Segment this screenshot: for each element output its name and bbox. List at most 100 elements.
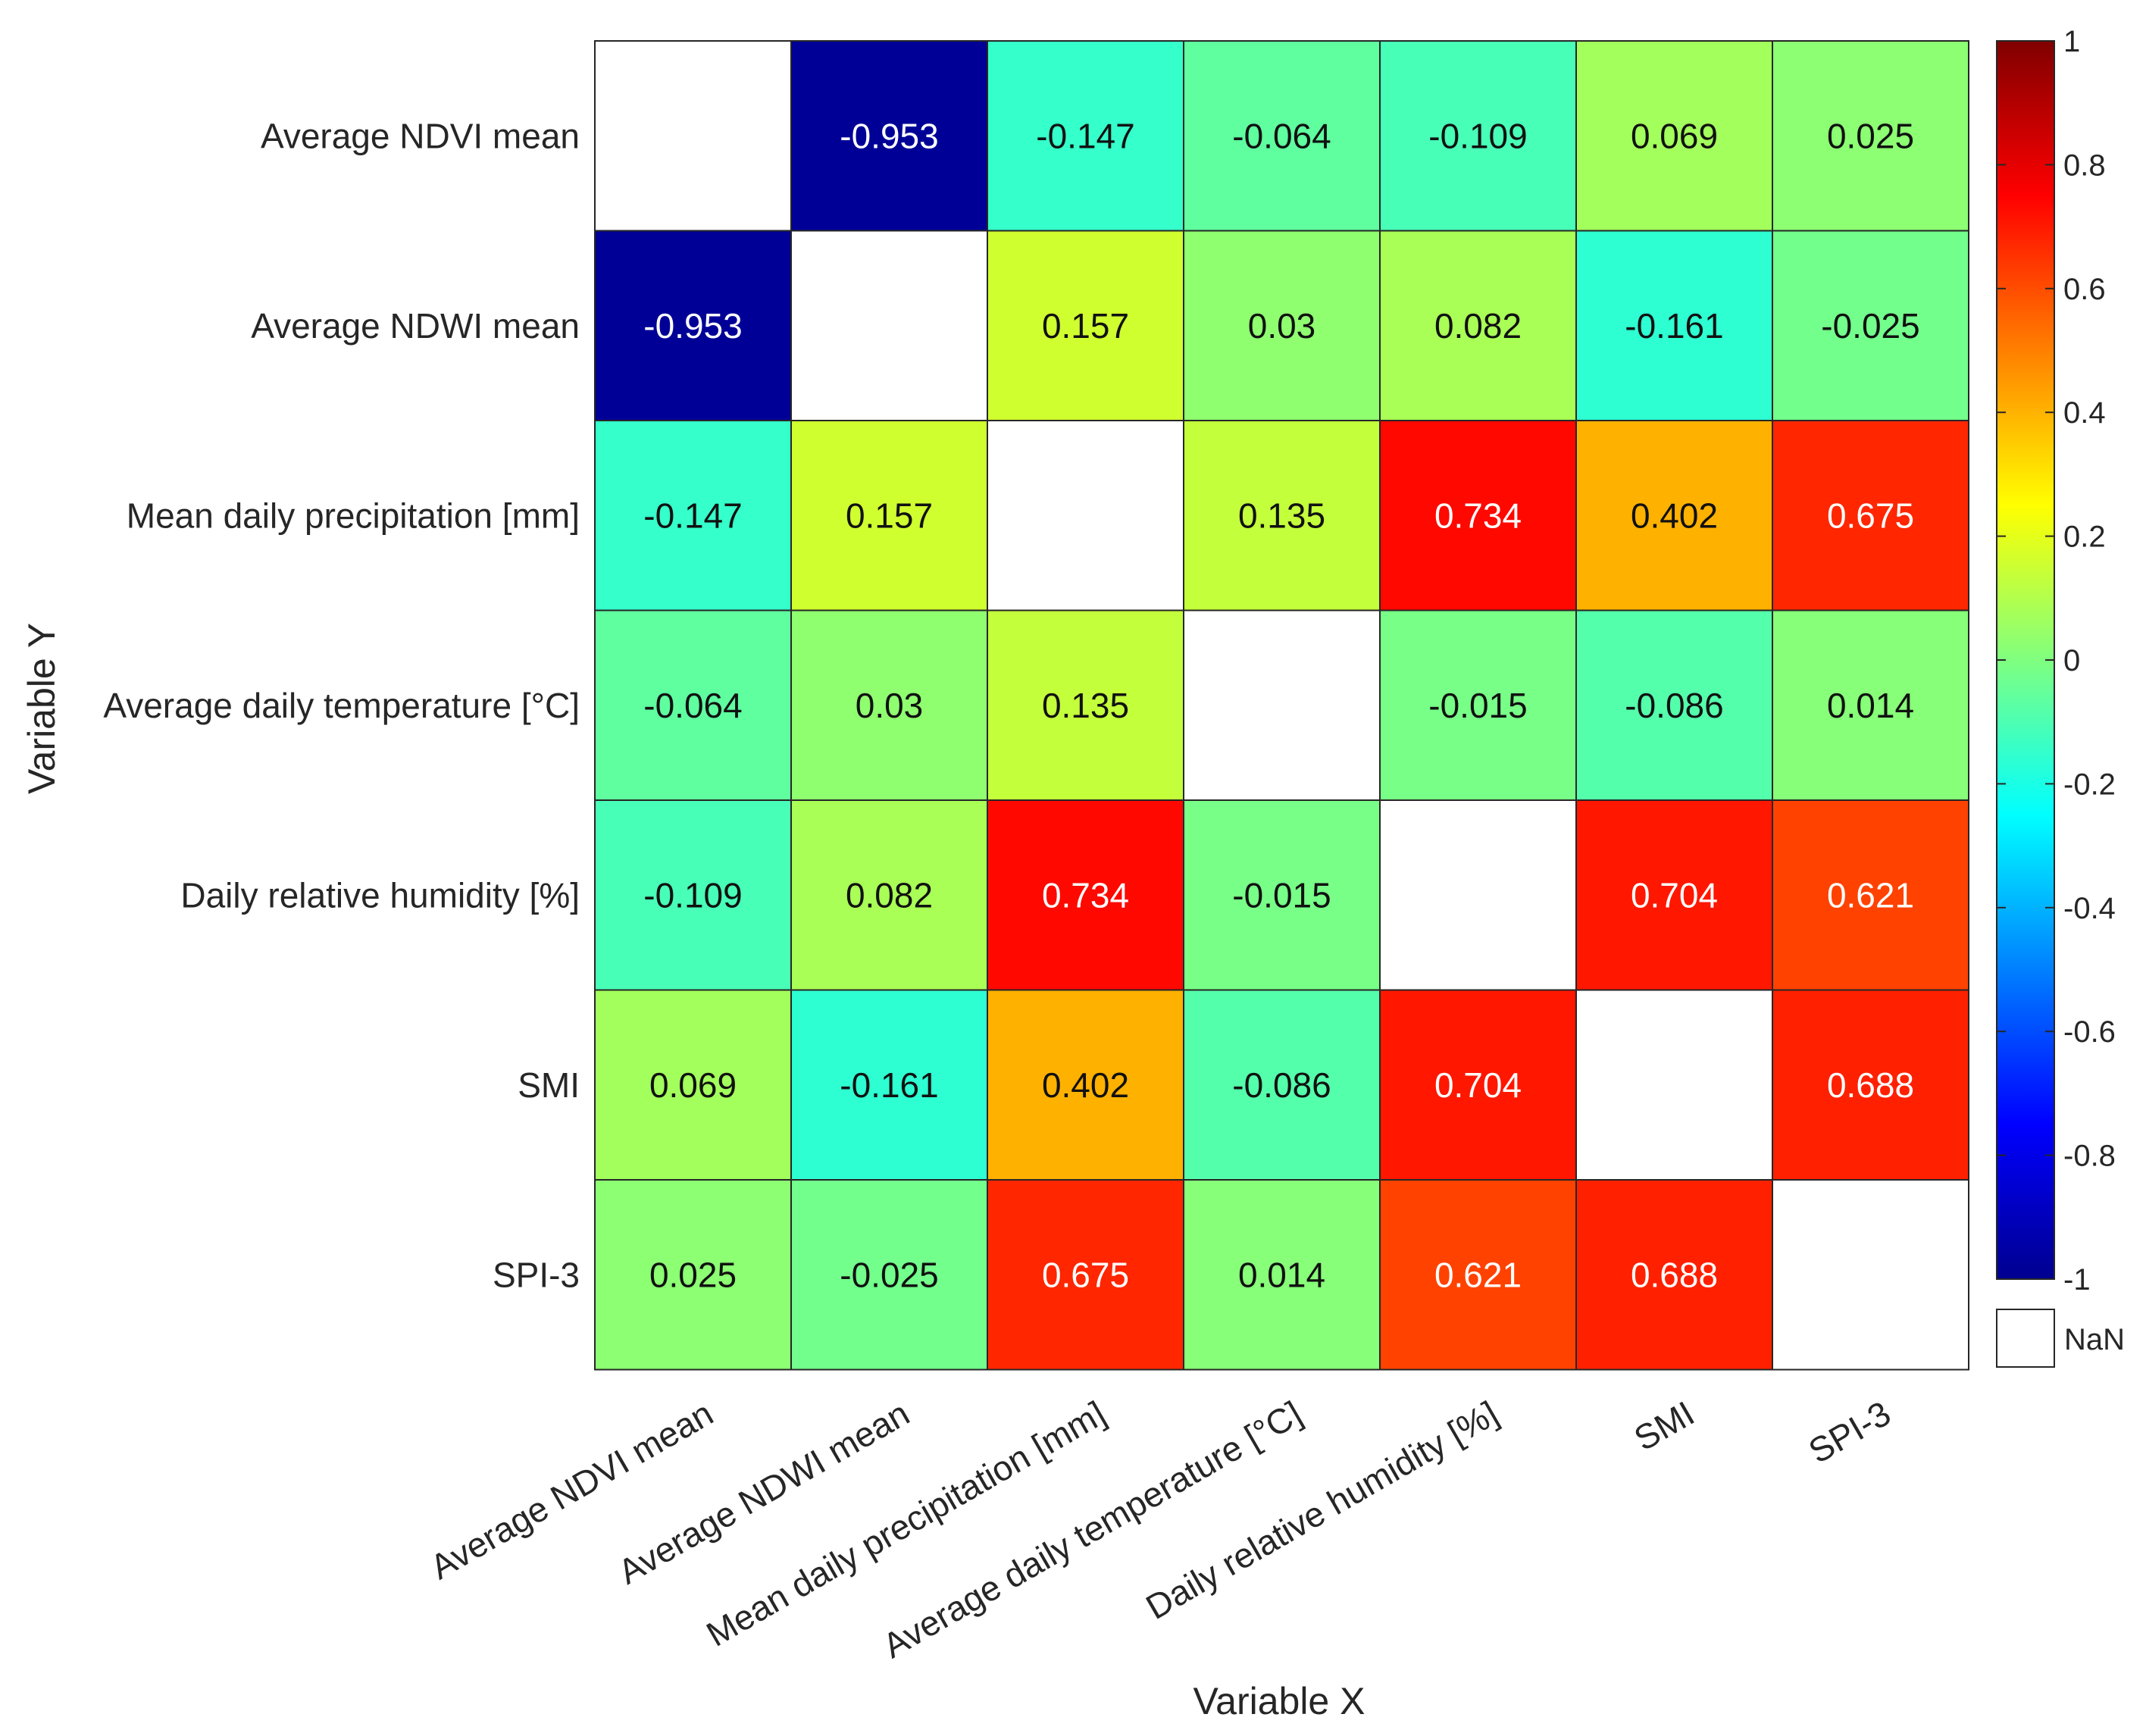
- colorbar-tick-label: -0.6: [2063, 1015, 2116, 1049]
- colorbar-tick-label: 0.6: [2063, 273, 2106, 306]
- cell-value-label: 0.675: [1827, 496, 1914, 535]
- cell-value-label: -0.064: [1232, 116, 1331, 155]
- x-tick-label: SPI-3: [1802, 1393, 1897, 1472]
- cell-value-label: 0.082: [1434, 306, 1522, 346]
- cell-value-label: 0.688: [1631, 1255, 1718, 1294]
- cell-value-label: 0.688: [1827, 1065, 1914, 1105]
- heatmap-cell: [1575, 799, 1773, 991]
- cell-value-label: 0.675: [1042, 1255, 1129, 1294]
- colorbar-tick-label: 0.4: [2063, 396, 2106, 430]
- cell-value-label: 0.135: [1238, 496, 1325, 535]
- heatmap-cell: [1772, 230, 1969, 421]
- cell-value-label: 0.069: [649, 1065, 737, 1105]
- cell-value-label: -0.086: [1232, 1065, 1331, 1105]
- colorbar-tick-label: -0.4: [2063, 892, 2116, 925]
- heatmap-cell: [1575, 989, 1773, 1181]
- heatmap-cell: [987, 799, 1184, 991]
- colorbar-ticks: 1 0.8 0.6 0.4 0.2 0 -0.2 -0.4 -0.6 -0.8 -1: [1997, 25, 2116, 1297]
- cell-value-label: 0.734: [1434, 496, 1522, 535]
- heatmap-cell: [1379, 40, 1577, 232]
- cell-value-label: 0.704: [1631, 875, 1718, 915]
- heatmap-cell: [1772, 989, 1969, 1181]
- y-tick-label: Mean daily precipitation [mm]: [127, 496, 580, 535]
- heatmap-cell: [594, 609, 792, 801]
- heatmap-cell: [594, 989, 792, 1181]
- heatmap-cell: [1772, 609, 1969, 801]
- cell-value-label: 0.069: [1631, 116, 1718, 155]
- nan-legend-label: NaN: [2064, 1323, 2125, 1356]
- x-tick-label: SMI: [1628, 1393, 1701, 1459]
- heatmap-cell: [594, 799, 792, 991]
- heatmap-cell: [987, 609, 1184, 801]
- heatmap-cell: [1575, 420, 1773, 612]
- cell-value-label: 0.621: [1434, 1255, 1522, 1294]
- cell-value-label: 0.03: [856, 686, 924, 725]
- cell-value-label: -0.109: [1428, 116, 1527, 155]
- heatmap-cell: [1772, 799, 1969, 991]
- x-axis-label: Variable X: [1193, 1680, 1365, 1722]
- cell-value-label: 0.014: [1827, 686, 1914, 725]
- cell-value-label: 0.402: [1631, 496, 1718, 535]
- cell-value-label: 0.621: [1827, 875, 1914, 915]
- heatmap-cell: [594, 1179, 792, 1371]
- y-tick-label: SMI: [518, 1065, 580, 1105]
- heatmap-cell: [790, 1179, 988, 1371]
- heatmap-cell: [1183, 420, 1381, 612]
- heatmap-cell: [1772, 1179, 1969, 1371]
- heatmap-cells: -0.953 -0.147 -0.064 -0.109 0.069 0.025 -0.953…: [594, 40, 1969, 1371]
- heatmap-cell: [1183, 609, 1381, 801]
- cell-value-label: -0.161: [840, 1065, 938, 1105]
- heatmap-cell: [1379, 420, 1577, 612]
- cell-value-label: -0.109: [643, 875, 742, 915]
- heatmap-cell: [1379, 230, 1577, 421]
- cell-value-label: -0.147: [1036, 116, 1134, 155]
- heatmap-cell: [594, 40, 792, 232]
- heatmap-cell: [1379, 989, 1577, 1181]
- colorbar-tick-label: -0.8: [2063, 1140, 2116, 1173]
- cell-value-label: -0.025: [840, 1255, 938, 1294]
- cell-value-label: -0.015: [1428, 686, 1527, 725]
- cell-value-label: -0.015: [1232, 875, 1331, 915]
- heatmap-cell: [1183, 40, 1381, 232]
- heatmap-cell: [1183, 799, 1381, 991]
- y-tick-label: SPI-3: [493, 1255, 580, 1294]
- y-tick-label: Daily relative humidity [%]: [180, 875, 580, 915]
- heatmap-cell: [1772, 40, 1969, 232]
- heatmap-cell: [1183, 1179, 1381, 1371]
- cell-value-label: 0.025: [1827, 116, 1914, 155]
- cell-value-label: 0.03: [1248, 306, 1316, 346]
- cell-value-label: 0.734: [1042, 875, 1129, 915]
- cell-value-label: 0.704: [1434, 1065, 1522, 1105]
- cell-value-label: 0.402: [1042, 1065, 1129, 1105]
- heatmap-cell: [987, 1179, 1184, 1371]
- colorbar-tick-label: 0: [2063, 644, 2080, 677]
- cell-value-label: -0.147: [643, 496, 742, 535]
- cell-value-label: 0.014: [1238, 1255, 1325, 1294]
- cell-value-label: -0.953: [643, 306, 742, 346]
- colorbar-tick-label: 0.2: [2063, 521, 2106, 554]
- heatmap-cell: [1379, 609, 1577, 801]
- heatmap-cell: [1772, 420, 1969, 612]
- x-tick-label: Daily relative humidity [%]: [1139, 1393, 1504, 1627]
- colorbar-tick-label: 0.8: [2063, 149, 2106, 182]
- heatmap-cell: [987, 420, 1184, 612]
- heatmap-cell: [594, 420, 792, 612]
- colorbar-tick-label: 1: [2063, 25, 2080, 58]
- colorbar-tick-label: -1: [2063, 1263, 2091, 1297]
- cell-value-label: 0.025: [649, 1255, 737, 1294]
- y-axis-label: Variable Y: [20, 623, 63, 794]
- heatmap-cell: [1575, 40, 1773, 232]
- cell-value-label: 0.135: [1042, 686, 1129, 725]
- nan-legend-swatch: [1996, 1309, 2055, 1368]
- y-tick-label: Average NDWI mean: [251, 306, 580, 346]
- y-tick-label: Average NDVI mean: [261, 116, 580, 155]
- y-tick-label: Average daily temperature [°C]: [103, 686, 580, 725]
- y-tick-labels: Average NDVI mean Average NDWI mean Mean d…: [103, 116, 580, 1294]
- cell-value-label: -0.064: [643, 686, 742, 725]
- colorbar-tick-label: -0.2: [2063, 768, 2116, 801]
- cell-value-label: 0.157: [846, 496, 933, 535]
- cell-value-label: 0.082: [846, 875, 933, 915]
- heatmap-cell: [790, 420, 988, 612]
